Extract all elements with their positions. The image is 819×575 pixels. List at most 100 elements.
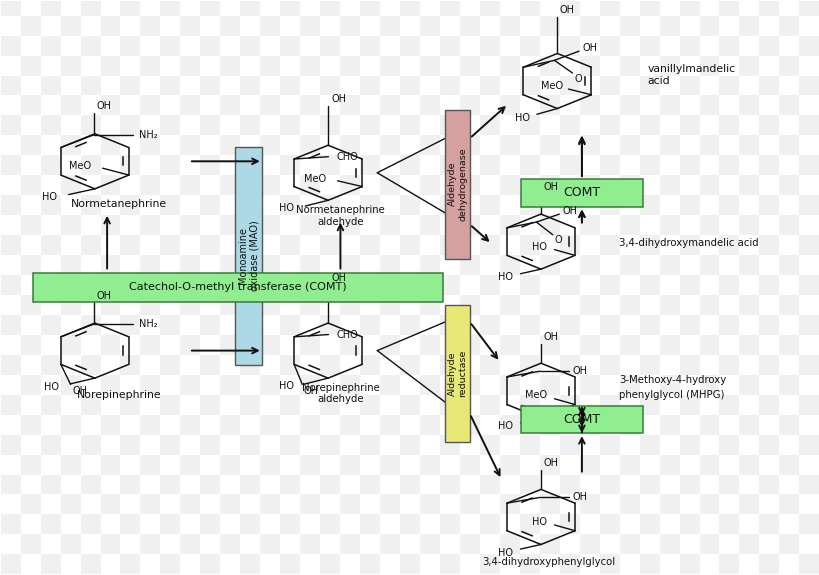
Bar	[619, 494, 639, 515]
Bar	[240, 196, 260, 215]
Bar	[459, 375, 479, 395]
Bar	[500, 534, 519, 554]
Bar	[101, 95, 120, 116]
Bar	[699, 494, 718, 515]
Bar	[419, 215, 440, 235]
Bar	[20, 415, 41, 435]
Text: HO: HO	[514, 113, 529, 122]
Bar	[758, 0, 778, 16]
Bar	[579, 215, 599, 235]
Bar	[101, 56, 120, 75]
Bar	[260, 95, 280, 116]
Bar	[20, 335, 41, 355]
Bar	[419, 455, 440, 474]
Bar	[619, 175, 639, 196]
Bar	[718, 196, 739, 215]
Bar	[519, 75, 539, 95]
Bar	[658, 215, 679, 235]
Bar	[639, 116, 658, 135]
Bar	[419, 16, 440, 36]
Bar	[200, 515, 220, 534]
Bar	[80, 554, 101, 574]
Bar	[280, 75, 300, 95]
Text: Normetanephrine
aldehyde: Normetanephrine aldehyde	[296, 205, 384, 227]
Bar	[180, 56, 200, 75]
Bar	[579, 16, 599, 36]
Bar	[101, 375, 120, 395]
Bar	[61, 375, 80, 395]
Bar	[639, 275, 658, 295]
Bar	[360, 116, 379, 135]
Bar	[240, 155, 260, 175]
Bar	[679, 315, 699, 335]
Bar	[161, 196, 180, 215]
Bar	[699, 375, 718, 395]
Bar	[20, 135, 41, 155]
Bar	[319, 116, 340, 135]
Bar	[639, 355, 658, 375]
Text: OH: OH	[543, 458, 558, 468]
Bar	[1, 435, 20, 455]
Bar	[360, 395, 379, 415]
Bar	[161, 275, 180, 295]
Bar	[459, 215, 479, 235]
Bar	[360, 315, 379, 335]
Bar	[80, 235, 101, 255]
Bar	[739, 175, 758, 196]
Bar	[658, 534, 679, 554]
Bar	[20, 16, 41, 36]
Bar	[739, 295, 758, 315]
Bar	[200, 395, 220, 415]
Bar	[579, 95, 599, 116]
Bar	[80, 275, 101, 295]
Text: OH: OH	[97, 290, 111, 301]
Bar	[619, 56, 639, 75]
Bar	[180, 215, 200, 235]
Bar	[120, 315, 140, 335]
Bar	[718, 355, 739, 375]
Bar	[220, 175, 240, 196]
Bar	[519, 196, 539, 215]
Bar	[340, 95, 360, 116]
Bar	[280, 355, 300, 375]
Bar	[120, 155, 140, 175]
Bar	[240, 116, 260, 135]
Bar	[360, 435, 379, 455]
Bar	[799, 275, 818, 295]
Bar	[639, 554, 658, 574]
Bar	[140, 95, 161, 116]
Bar	[619, 375, 639, 395]
Text: Normetanephrine: Normetanephrine	[71, 200, 167, 209]
Bar	[300, 455, 319, 474]
Bar	[200, 554, 220, 574]
Bar	[599, 116, 619, 135]
Bar	[200, 0, 220, 16]
Bar	[599, 395, 619, 415]
Bar	[500, 215, 519, 235]
Bar	[419, 415, 440, 435]
Bar	[101, 295, 120, 315]
Bar	[260, 415, 280, 435]
Bar	[599, 75, 619, 95]
Text: OH: OH	[559, 5, 574, 15]
Bar	[340, 175, 360, 196]
Bar	[599, 554, 619, 574]
Bar	[220, 16, 240, 36]
Bar	[778, 95, 799, 116]
Bar	[1, 395, 20, 415]
Bar	[1, 196, 20, 215]
Bar	[599, 235, 619, 255]
Bar	[758, 515, 778, 534]
Bar	[799, 515, 818, 534]
Bar	[440, 395, 459, 415]
Bar	[679, 515, 699, 534]
Bar	[799, 315, 818, 335]
Bar	[41, 196, 61, 215]
FancyBboxPatch shape	[235, 147, 262, 365]
Bar	[41, 0, 61, 16]
Bar	[699, 335, 718, 355]
Bar	[479, 75, 500, 95]
Text: O: O	[554, 236, 561, 246]
Bar	[718, 235, 739, 255]
Bar	[379, 95, 400, 116]
